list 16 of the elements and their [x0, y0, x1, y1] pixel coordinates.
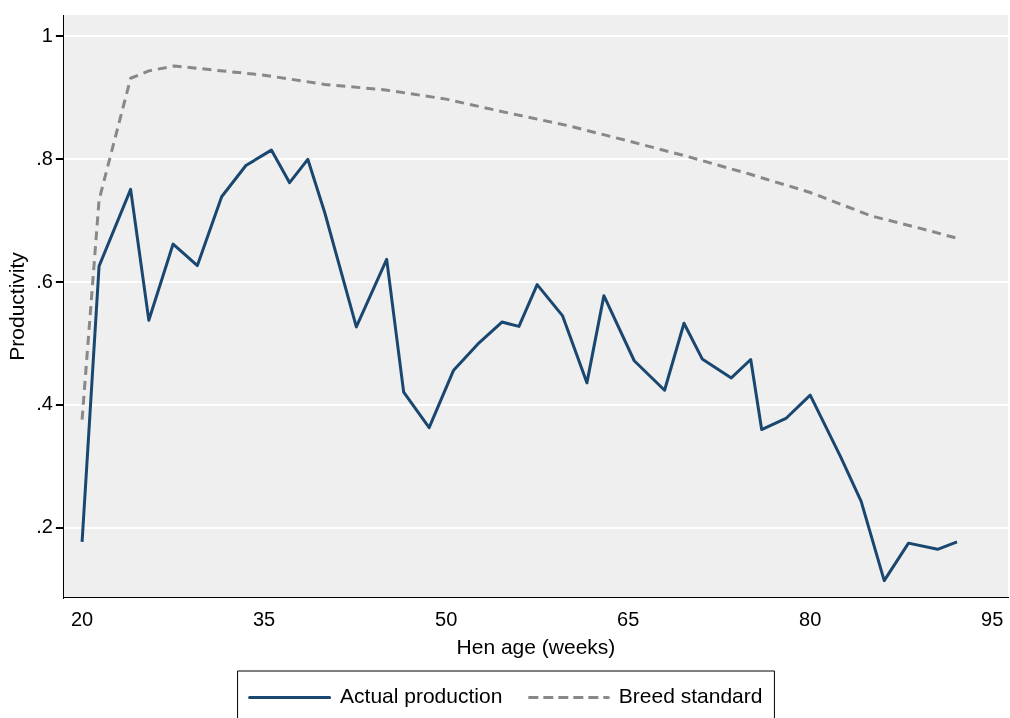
legend-label: Breed standard [618, 684, 763, 708]
line-series [80, 64, 958, 422]
y-tick-label: .4 [36, 392, 53, 415]
y-tick-label: .8 [36, 146, 53, 169]
y-tick-label: 1 [41, 24, 53, 47]
legend-label: Actual production [340, 684, 503, 708]
y-axis-title: Productivity [5, 251, 29, 361]
x-tick-label: 65 [617, 608, 640, 631]
x-axis-title: Hen age (weeks) [456, 635, 616, 659]
y-tick-label: .2 [36, 515, 53, 538]
y-tick-label: .6 [36, 269, 53, 292]
x-tick-label: 95 [981, 608, 1004, 631]
x-tick-label: 50 [435, 608, 458, 631]
x-tick-label: 80 [799, 608, 822, 631]
x-tick-label: 35 [252, 608, 276, 631]
x-tick-label: 20 [70, 608, 94, 631]
